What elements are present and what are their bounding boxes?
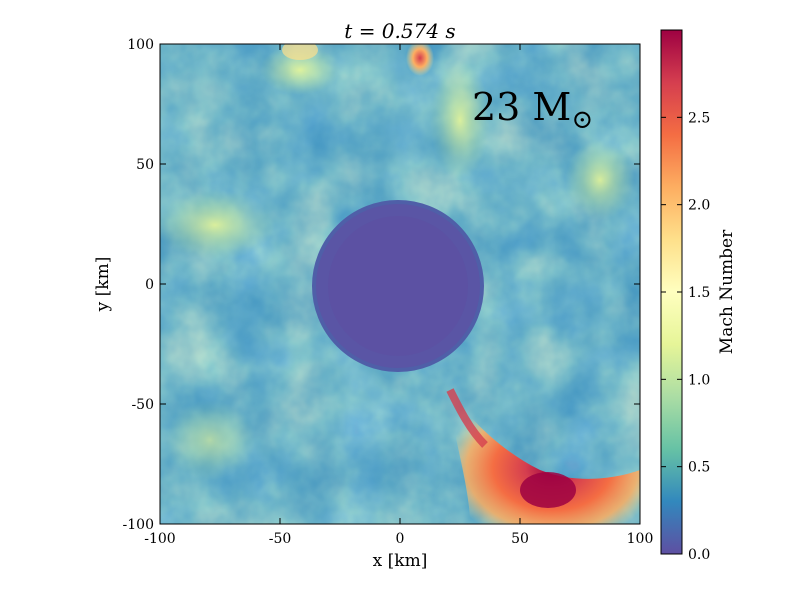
wisp-lower-left [165, 400, 255, 480]
hot-spot-top [406, 44, 434, 76]
x-tick-label: -100 [144, 531, 175, 547]
colorbar-ticks: 0.0 0.5 1.0 1.5 2.0 2.5 [661, 110, 710, 563]
colorbar-label: Mach Number [717, 229, 737, 354]
x-tick-label: 50 [511, 531, 529, 547]
heatmap-field [160, 44, 640, 524]
y-tick-label: 0 [145, 277, 154, 293]
x-axis: -100 -50 0 50 100 [144, 44, 653, 547]
colorbar-tick-label: 2.0 [688, 198, 710, 214]
warm-spot-top [282, 44, 318, 60]
supersonic-plume [445, 385, 640, 524]
wisp-top [260, 45, 340, 95]
colorbar-tick-label: 2.5 [688, 110, 710, 126]
colorbar-tick-label: 0.5 [688, 460, 710, 476]
y-tick-label: -50 [131, 397, 154, 413]
wisp-upper-right [430, 60, 490, 180]
x-tick-label: -50 [269, 531, 292, 547]
mass-annotation: 23 M⊙ [472, 85, 593, 135]
y-axis-label: y [km] [93, 257, 113, 313]
x-tick-label: 100 [627, 531, 654, 547]
wisp-right [565, 140, 635, 220]
wisp-left [160, 190, 275, 260]
mass-annotation-text: 23 M [472, 85, 571, 129]
colorbar-tick-label: 1.5 [688, 285, 710, 301]
y-tick-label: 50 [136, 157, 154, 173]
chart-title: t = 0.574 s [344, 19, 455, 43]
plume-streak [446, 388, 488, 448]
solar-symbol: ⊙ [571, 105, 593, 135]
x-tick-label: 0 [396, 531, 405, 547]
y-tick-label: -100 [123, 517, 154, 533]
plume-core [520, 472, 576, 508]
y-tick-label: 100 [127, 37, 154, 53]
colorbar-tick-label: 1.0 [688, 372, 710, 388]
y-axis: -100 -50 0 50 100 [123, 37, 640, 533]
colorbar-tick-label: 0.0 [688, 547, 710, 563]
x-axis-label: x [km] [373, 551, 428, 571]
central-core [328, 216, 468, 356]
